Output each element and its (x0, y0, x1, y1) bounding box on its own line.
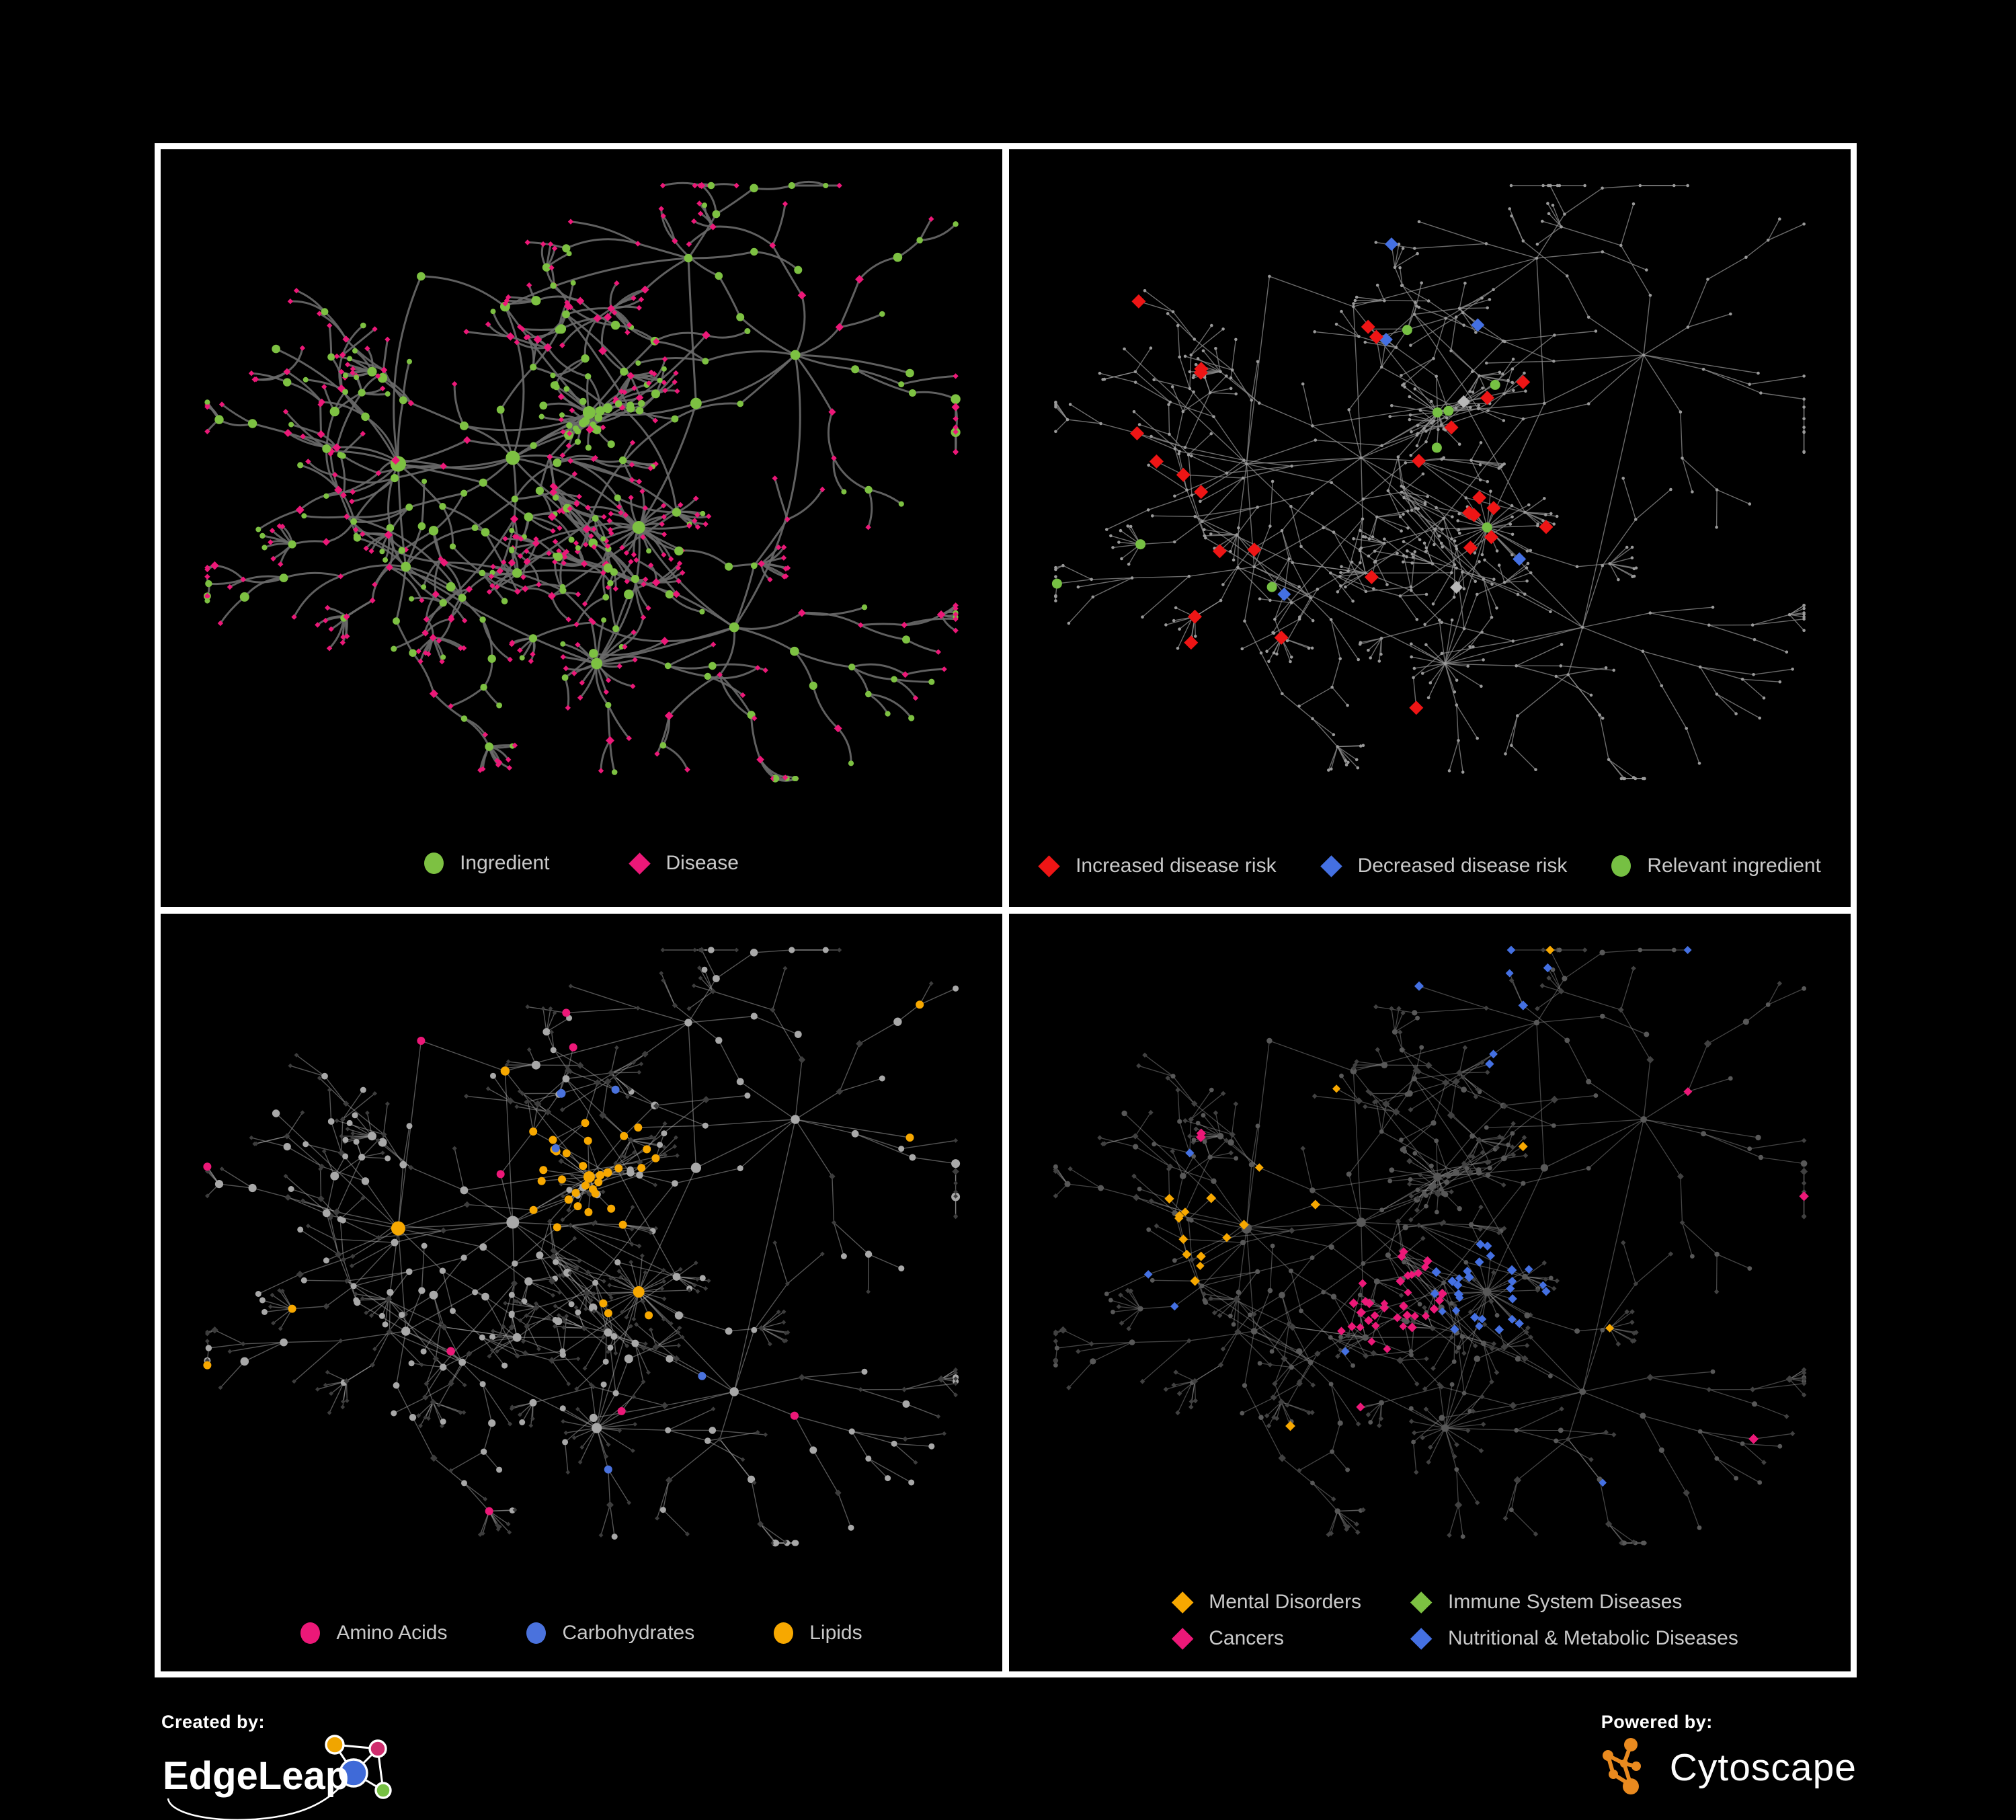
cytoscape-logo-nodes (1602, 1738, 1641, 1794)
legend-disease-risk: Increased disease risk Decreased disease… (1009, 855, 1851, 877)
panel-disease-risk: Increased disease risk Decreased disease… (1009, 149, 1851, 907)
legend-item-carbohydrates: Carbohydrates (526, 1622, 694, 1645)
legend-label-increased-risk: Increased disease risk (1076, 855, 1277, 877)
legend-item-lipids: Lipids (774, 1622, 862, 1645)
cytoscape-lockup: Cytoscape (1601, 1737, 1857, 1798)
legend-label-cancers: Cancers (1209, 1627, 1284, 1649)
legend-label-nutritional-diseases: Nutritional & Metabolic Diseases (1447, 1627, 1738, 1649)
carbohydrates-circle-icon (526, 1622, 547, 1644)
legend-compound-classes: Amino Acids Carbohydrates Lipids (161, 1622, 1002, 1645)
legend-label-amino-acids: Amino Acids (336, 1622, 448, 1644)
nutritional-diseases-diamond-icon (1410, 1627, 1433, 1650)
network-disease-risk (1051, 184, 1806, 781)
nodes-layer (203, 947, 961, 1547)
created-by-block: Created by: EdgeLeap (161, 1712, 444, 1820)
legend-label-decreased-risk: Decreased disease risk (1357, 855, 1568, 877)
edges-layer (1055, 949, 1805, 1544)
edges-layer (206, 180, 958, 782)
powered-by-block: Powered by: (1601, 1712, 1857, 1798)
edgeleap-logo: EdgeLeap (163, 1735, 392, 1820)
legend-item-disease: Disease (628, 852, 739, 875)
legend-label-ingredient: Ingredient (460, 852, 550, 874)
panel-ingredient-disease: Ingredient Disease (161, 149, 1002, 907)
disease-diamond-icon (628, 852, 651, 875)
nodes-layer (203, 182, 961, 783)
cytoscape-logo (1602, 1738, 1641, 1794)
decreased-risk-diamond-icon (1320, 855, 1342, 877)
created-by-label: Created by: (161, 1712, 266, 1732)
edgeleap-logo-nodes (325, 1735, 392, 1799)
legend-item-immune-diseases: Immune System Diseases (1410, 1591, 1738, 1614)
powered-by-label: Powered by: (1601, 1712, 1713, 1732)
legend-label-relevant-ingredient: Relevant ingredient (1647, 855, 1821, 877)
relevant-ingredient-circle-icon (1611, 855, 1631, 877)
legend-label-carbohydrates: Carbohydrates (562, 1622, 695, 1644)
panel-compound-classes: Amino Acids Carbohydrates Lipids (161, 914, 1002, 1671)
legend-item-increased-risk: Increased disease risk (1038, 855, 1277, 877)
panel-grid: Ingredient Disease Increased disease ris… (155, 143, 1857, 1677)
cytoscape-wordmark: Cytoscape (1669, 1746, 1857, 1789)
edges-layer (1055, 185, 1805, 779)
legend-item-nutritional-diseases: Nutritional & Metabolic Diseases (1410, 1627, 1738, 1650)
legend-item-mental-disorders: Mental Disorders (1171, 1591, 1361, 1614)
legend-item-amino-acids: Amino Acids (300, 1622, 447, 1645)
edgeleap-lockup: EdgeLeap (161, 1734, 444, 1820)
legend-item-decreased-risk: Decreased disease risk (1320, 855, 1568, 877)
legend-label-lipids: Lipids (809, 1622, 862, 1644)
legend-item-cancers: Cancers (1171, 1627, 1361, 1650)
legend-label-immune-diseases: Immune System Diseases (1447, 1591, 1683, 1613)
network-disease-classes (1053, 945, 1809, 1546)
panel-disease-classes: Mental Disorders Immune System Diseases … (1009, 914, 1851, 1671)
edgeleap-swoosh (167, 1768, 355, 1820)
edgeleap-wordmark: EdgeLeap (163, 1754, 349, 1798)
amino-acids-circle-icon (300, 1622, 321, 1644)
immune-diseases-diamond-icon (1410, 1591, 1433, 1614)
cancers-diamond-icon (1171, 1627, 1194, 1650)
edges-layer (206, 949, 957, 1544)
legend-label-mental-disorders: Mental Disorders (1209, 1591, 1361, 1613)
mental-disorders-diamond-icon (1171, 1591, 1194, 1614)
legend-label-disease: Disease (666, 852, 739, 874)
ingredient-circle-icon (424, 853, 444, 874)
lipids-circle-icon (774, 1622, 794, 1644)
nodes-layer (1053, 945, 1809, 1546)
legend-item-relevant-ingredient: Relevant ingredient (1611, 855, 1821, 877)
nodes-layer (1051, 184, 1806, 781)
network-ingredient-disease (203, 180, 961, 783)
legend-item-ingredient: Ingredient (424, 852, 550, 875)
increased-risk-diamond-icon (1038, 855, 1060, 877)
network-compound-classes (203, 947, 961, 1547)
legend-ingredient-disease: Ingredient Disease (161, 852, 1002, 875)
legend-disease-classes: Mental Disorders Immune System Diseases … (1171, 1591, 1738, 1650)
